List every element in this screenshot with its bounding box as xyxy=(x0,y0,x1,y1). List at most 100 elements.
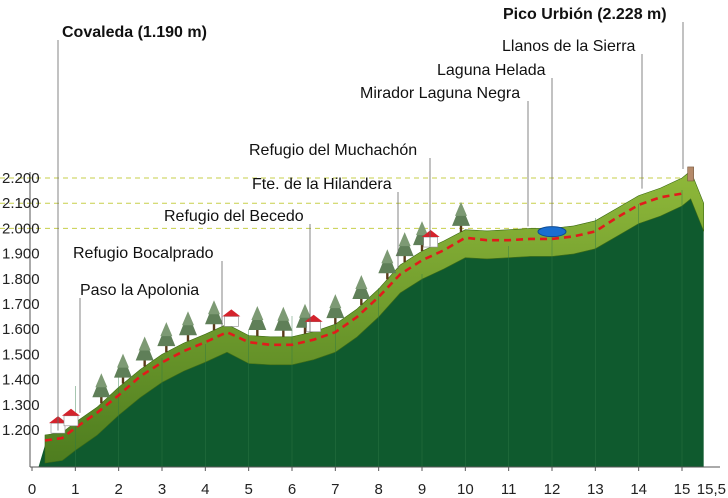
poi-label: Refugio del Muchachón xyxy=(249,142,417,159)
y-tick-label: 1.600 xyxy=(2,321,40,338)
tree-canopy-top xyxy=(416,221,428,236)
house-wall xyxy=(63,415,79,427)
house-wall xyxy=(423,236,438,248)
tree-canopy-top xyxy=(251,306,264,321)
tree-canopy-top xyxy=(182,311,194,326)
tree-canopy-top xyxy=(160,322,173,337)
house-roof xyxy=(62,408,80,416)
tree-trunk xyxy=(186,333,190,342)
house-roof xyxy=(421,230,440,238)
tree-trunk xyxy=(282,328,285,337)
tree-trunk xyxy=(459,223,463,232)
house-wall xyxy=(306,321,321,333)
tree-icon xyxy=(274,306,293,337)
points-of-interest: Covaleda (1.190 m) Paso la Apolonia Refugi… xyxy=(49,6,694,434)
poi-label: Refugio del Becedo xyxy=(164,208,304,225)
tree-canopy-top xyxy=(398,232,411,247)
tree-icon xyxy=(248,306,267,337)
x-tick-label: 14 xyxy=(630,481,647,498)
tree-icon xyxy=(114,353,132,384)
x-end-tick-label: 15,5 xyxy=(697,481,726,498)
x-tick-label: 10 xyxy=(457,481,474,498)
house-roof xyxy=(304,314,323,322)
tree-trunk xyxy=(165,344,168,353)
x-tick-label: 1 xyxy=(71,481,79,498)
y-tick-label: 2.200 xyxy=(2,170,40,187)
tree-icon xyxy=(378,249,397,280)
tree-trunk xyxy=(334,316,337,325)
x-tick-label: 15 xyxy=(674,481,691,498)
tree-icon xyxy=(326,294,345,325)
tree-icon xyxy=(395,232,414,263)
terrain-top-band xyxy=(44,170,704,464)
route-path xyxy=(44,192,683,442)
tree-canopy-top xyxy=(381,249,394,264)
route-line xyxy=(44,192,683,442)
x-tick-label: 0 xyxy=(28,481,36,498)
tree-canopy-top xyxy=(355,275,368,290)
axes: 1.200 1.300 1.400 1.500 1.600 1.700 1.800 1.900… xyxy=(2,170,726,498)
tree-trunk xyxy=(420,243,424,252)
tree-trunk xyxy=(403,254,406,263)
x-tick-label: 13 xyxy=(587,481,604,498)
tree-icon xyxy=(205,300,223,331)
tree-icon xyxy=(135,336,154,367)
y-tick-label: 1.400 xyxy=(2,372,40,389)
tree-icon xyxy=(179,311,197,342)
house-wall xyxy=(224,316,239,327)
house-icon xyxy=(222,309,241,327)
house-roof xyxy=(222,309,241,317)
x-tick-label: 5 xyxy=(244,481,252,498)
tree-trunk xyxy=(386,271,389,280)
x-tick-label: 11 xyxy=(501,481,517,498)
tree-canopy-top xyxy=(117,353,129,368)
x-tick-label: 7 xyxy=(331,481,339,498)
tree-canopy-top xyxy=(95,373,108,388)
tree-icon xyxy=(92,373,111,404)
tree-icon xyxy=(452,201,470,232)
terrain-area xyxy=(38,170,704,467)
poi-label: Covaleda (1.190 m) xyxy=(62,24,207,41)
house-icon xyxy=(421,230,440,248)
tree-trunk xyxy=(143,358,146,367)
y-tick-label: 1.500 xyxy=(2,346,40,363)
poi-label: Laguna Helada xyxy=(437,62,546,79)
tree-trunk xyxy=(360,297,363,306)
poi-label: Fte. de la Hilandera xyxy=(252,176,392,193)
tree-canopy-top xyxy=(329,294,342,309)
tree-canopy-top xyxy=(455,201,467,216)
poi-label: Mirador Laguna Negra xyxy=(360,85,520,102)
tree-icon xyxy=(352,275,371,306)
house-icon xyxy=(62,408,80,427)
y-tick-label: 1.300 xyxy=(2,397,40,414)
tree-trunk xyxy=(256,328,259,337)
poi-label: Paso la Apolonia xyxy=(80,282,199,299)
y-tick-label: 2.100 xyxy=(2,195,40,212)
house-icon xyxy=(304,314,323,333)
poi-label: Refugio Bocalprado xyxy=(73,245,214,262)
y-tick-label: 1.900 xyxy=(2,246,40,263)
x-tick-label: 6 xyxy=(288,481,296,498)
summit-marker-icon xyxy=(687,166,694,182)
x-tick-label: 8 xyxy=(374,481,382,498)
y-tick-label: 2.000 xyxy=(2,220,40,237)
tree-icon xyxy=(157,322,176,353)
x-tick-label: 3 xyxy=(158,481,166,498)
tree-trunk xyxy=(303,325,307,334)
tree-canopy-top xyxy=(299,303,311,318)
x-tick-label: 12 xyxy=(544,481,561,498)
x-tick-label: 9 xyxy=(418,481,426,498)
y-tick-label: 1.200 xyxy=(2,422,40,439)
poi-label: Llanos de la Sierra xyxy=(502,38,636,55)
poi-label: Pico Urbión (2.228 m) xyxy=(503,6,667,23)
tree-canopy-top xyxy=(138,336,151,351)
tree-canopy-top xyxy=(208,300,220,315)
y-tick-label: 1.700 xyxy=(2,296,40,313)
tree-canopy-top xyxy=(277,306,290,321)
lake-icon xyxy=(537,226,567,238)
guide-lines xyxy=(0,177,691,229)
x-tick-label: 2 xyxy=(114,481,122,498)
tree-trunk xyxy=(100,395,103,404)
x-tick-label: 4 xyxy=(201,481,209,498)
